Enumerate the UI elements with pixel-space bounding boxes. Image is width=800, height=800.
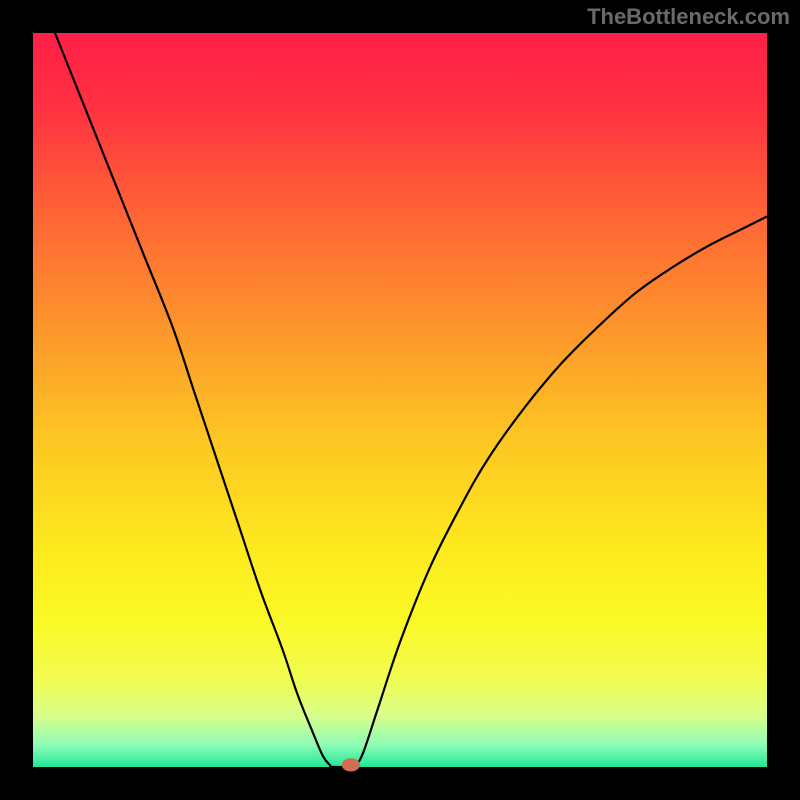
chart-frame: TheBottleneck.com bbox=[0, 0, 800, 800]
plot-background bbox=[33, 33, 767, 767]
watermark-text: TheBottleneck.com bbox=[587, 4, 790, 30]
bottleneck-plot bbox=[0, 0, 800, 800]
minimum-marker bbox=[342, 758, 360, 771]
